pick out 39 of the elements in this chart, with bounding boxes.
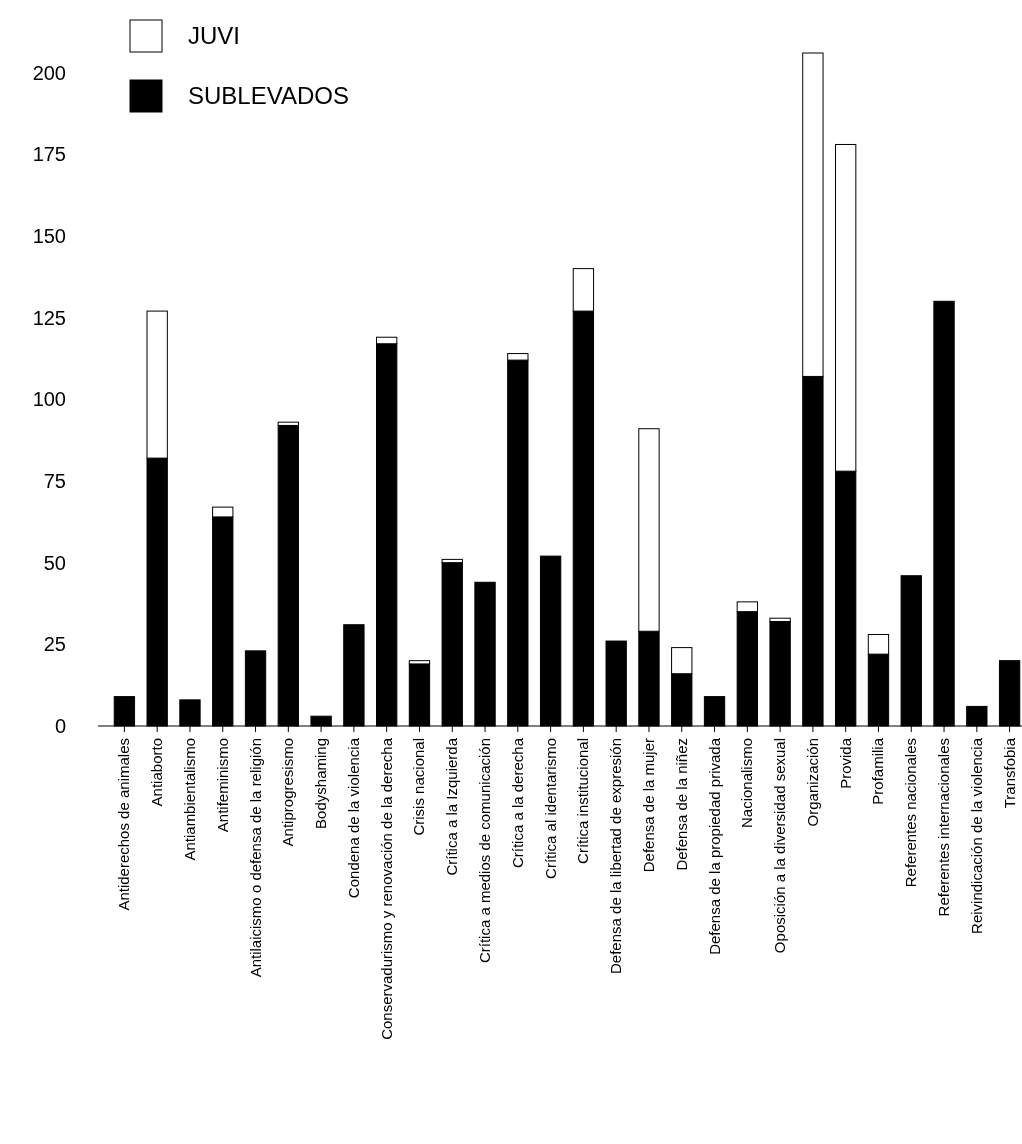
x-tick-label: Profamilia [869,737,887,805]
x-tick-label: Referentes nacionales [902,738,920,888]
x-tick-label: Crítica a medios de comunicación [476,738,494,964]
x-tick-label: Condena de la violencia [344,737,362,899]
x-tick-label: Nacionalismo [738,738,756,829]
x-tick-label: Antilaicismo o defensa de la religión [246,738,264,978]
x-tick-label: Antiambientalismo [180,738,198,861]
x-tick-label: Transfobia [1000,737,1018,809]
y-tick-label: 50 [43,551,66,574]
x-tick-label: Defensa de la libertad de expresión [607,738,625,974]
x-tick-label: Defensa de la propiedad privada [705,737,723,955]
y-tick-label: 100 [32,388,66,411]
x-tick-label: Reivindicación de la violencia [967,737,985,934]
y-tick-label: 125 [32,306,66,329]
x-tick-label: Crítica a la derecha [508,737,526,869]
y-tick-label: 75 [43,469,66,492]
x-tick-label: Antiaborto [148,738,166,807]
x-tick-label: Defensa de la niñez [672,738,690,871]
x-tick-label: Bodyshaming [312,738,330,829]
x-tick-label: Defensa de la mujer [639,738,657,873]
y-tick-label: 25 [43,633,66,656]
x-tick-label: Referentes internacionales [935,738,953,917]
x-tick-label: Crítica institucional [574,738,592,864]
x-tick-label: Crítica a la Izquierda [443,737,461,876]
x-tick-label: Provida [836,737,854,789]
y-tick-label: 150 [32,224,66,247]
x-tick-label: Antiprogresismo [279,738,297,847]
legend-label: SUBLEVADOS [188,82,349,110]
x-tick-label: Crisis nacional [410,738,428,836]
x-tick-label: Crítica al identarismo [541,738,559,879]
legend-label: JUVI [188,22,241,50]
y-tick-label: 0 [54,715,66,737]
x-tick-label: Antifeminismo [213,738,231,833]
x-tick-label: Organización [803,738,821,827]
y-tick-label: 175 [32,143,66,166]
x-tick-label: Conservadurismo y renovación de la derecha [377,737,395,1040]
x-tick-label: Oposición a la diversidad sexual [771,738,789,954]
y-tick-label: 200 [32,61,66,84]
x-tick-label: Antiderechos de animales [115,738,133,911]
